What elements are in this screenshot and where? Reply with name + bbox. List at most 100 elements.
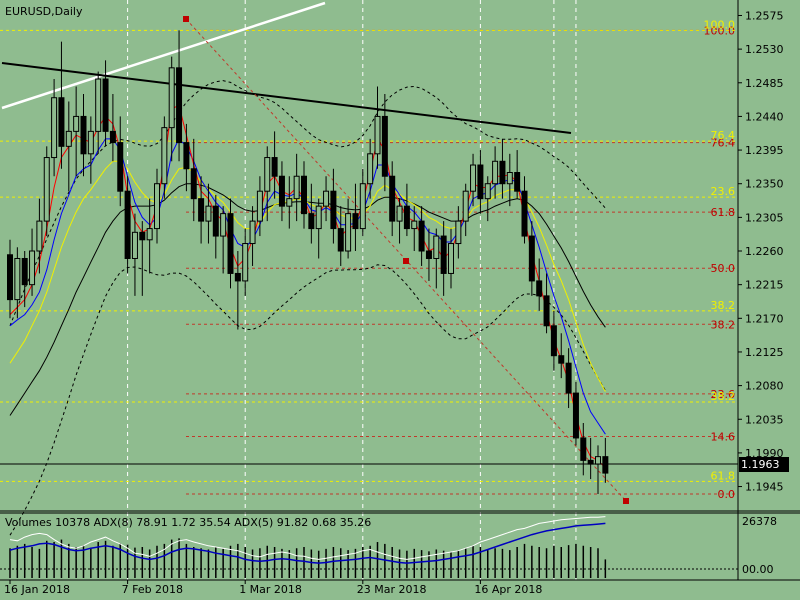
candle-body-64 [477,164,484,200]
envelope-bands [9,80,606,536]
candle-body-48 [359,183,366,230]
candle-body-7 [58,97,65,147]
fib-anchor-bottom[interactable] [623,498,629,504]
candle-body-37 [278,175,285,207]
candle-body-74 [550,325,557,357]
candle-body-58 [433,235,440,259]
symbol-label: EURUSD,Daily [5,5,83,18]
candle-body-11 [87,130,94,155]
candle-body-40 [301,175,307,215]
fib-yellow-label-4: 23.6 [711,185,736,198]
fib-anchor-mid[interactable] [403,258,409,264]
price-tick-label-1: 1.2530 [745,43,784,56]
candle-body-76 [565,362,572,394]
candle-body-8 [65,130,72,147]
candle-body-54 [403,205,410,230]
time-axis: 16 Jan 2018 7 Feb 2018 1 Mar 2018 23 Mar 20… [4,580,542,596]
candle-body-32 [242,243,249,282]
price-tick-label-9: 1.2170 [745,312,784,325]
candle-body-28 [212,205,219,237]
ma-mid-blue [9,138,606,435]
current-price-value: 1.1963 [741,458,780,471]
candle-body-22 [168,67,175,129]
candle-body-51 [381,115,388,177]
fib-yellow-label-0: 100.0 [704,18,736,31]
candle-body-16 [124,190,131,259]
candle-body-53 [396,205,403,222]
candle-body-77 [572,392,579,439]
fib-red-label-7: 0.0 [718,488,736,501]
fib-yellow-label-1: 76.4 [711,129,736,142]
candle-body-14 [109,130,116,144]
candle-body-23 [176,67,183,144]
fib-anchor-top[interactable] [183,16,189,22]
price-tick-label-6: 1.2305 [745,211,784,224]
candle-body-45 [337,228,344,252]
candle-body-31 [234,272,241,282]
candle-body-66 [492,160,499,185]
candle-body-39 [293,175,300,200]
white-trend-line[interactable] [1,1,326,110]
candle-body-38 [286,198,293,207]
volume-pane [0,516,738,578]
candle-body-55 [411,220,418,230]
candle-body-29 [220,213,227,237]
current-price-box [739,457,789,472]
candle-body-35 [264,157,271,192]
price-tick-label-11: 1.2080 [745,380,784,393]
candle-body-25 [190,168,197,200]
fib-red-label-3: 50.0 [711,262,736,275]
candle-body-67 [499,160,506,185]
candle-body-46 [345,213,352,252]
price-tick-label-0: 1.2575 [745,9,784,22]
price-tick-label-8: 1.2215 [745,279,784,292]
candle-body-75 [558,355,565,364]
candle-body-73 [543,295,550,327]
price-tick-label-14: 1.1945 [745,481,784,494]
price-tick-label-13: 1.1990 [745,447,784,460]
candle-body-49 [367,153,374,185]
candle-body-4 [36,220,43,252]
candle-body-80 [595,456,601,465]
candle-body-9 [73,115,80,132]
candle-body-34 [256,190,263,222]
volume-axis-bottom: 00.00 [742,563,774,576]
time-label-2: 1 Mar 2018 [239,583,302,596]
candle-body-3 [29,250,36,286]
volume-axis-top: 26378 [742,515,777,528]
fib-yellow-label-5: 38.2 [711,390,736,403]
fib-red-label-5: 23.6 [711,388,736,401]
candle-body-69 [514,172,521,192]
lower-band [9,264,606,536]
candle-body-20 [154,183,160,230]
candle-body-72 [536,280,543,297]
candle-body-78 [580,437,587,461]
moving-averages [9,104,606,469]
fib-yellow-label-3: 38.2 [711,299,736,312]
candle-body-17 [131,231,138,259]
candle-body-41 [308,213,315,230]
candle-body-59 [440,235,447,274]
candle-body-2 [21,257,28,286]
candle-body-5 [43,157,50,222]
candle-body-71 [528,235,535,282]
fib-yellow-label-2: 61.8 [711,469,736,482]
fib-red-label-0: 100.0 [704,24,736,37]
candle-body-10 [80,115,87,155]
candle-body-26 [198,198,205,222]
candle-body-24 [183,142,190,170]
price-tick-label-7: 1.2260 [745,245,784,258]
black-trend-line[interactable] [1,62,572,134]
candle-body-63 [470,164,477,192]
candle-body-27 [205,205,212,222]
time-label-0: 16 Jan 2018 [4,583,70,596]
ma-slow-yellow [9,160,606,392]
price-tick-label-12: 1.2035 [745,413,784,426]
candle-body-36 [271,157,278,177]
time-label-1: 7 Feb 2018 [122,583,183,596]
candle-body-50 [374,115,381,155]
candle-body-65 [484,183,491,200]
fib-red-label-2: 61.8 [711,206,736,219]
